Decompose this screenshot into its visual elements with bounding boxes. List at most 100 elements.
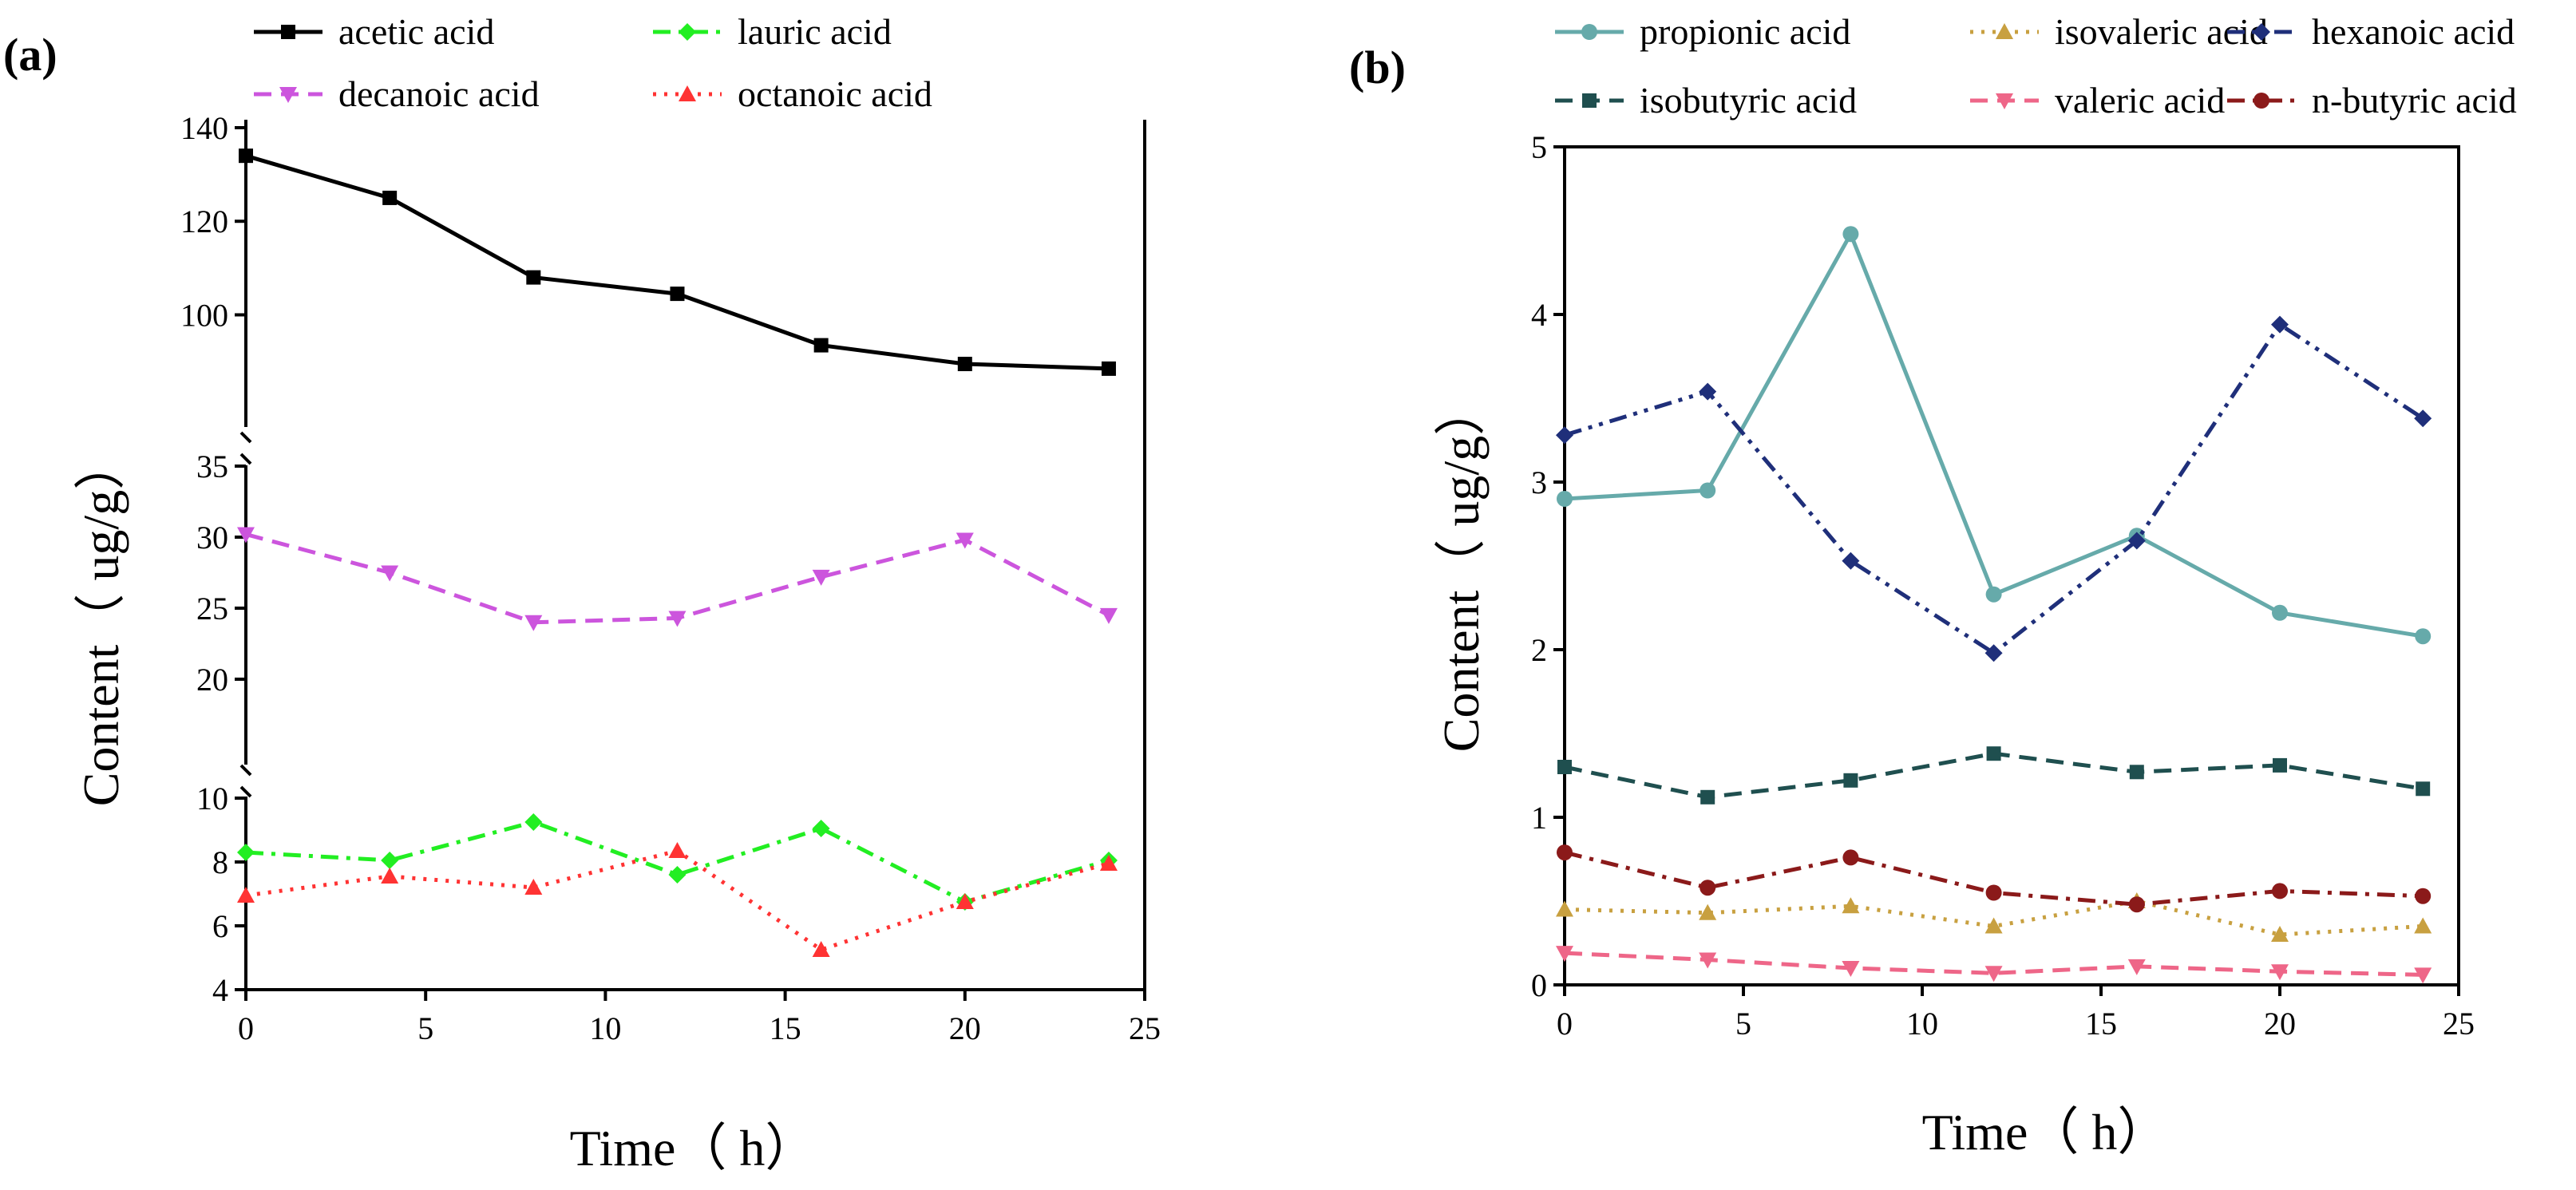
x-tick-label: 5 [417, 1010, 433, 1046]
plot-frame [1563, 145, 2460, 986]
y-tick-label: 35 [196, 449, 228, 484]
y-tick-label: 5 [1531, 129, 1547, 165]
point-n-butyric-acid-3 [1985, 884, 2002, 901]
point-n-butyric-acid-2 [1842, 849, 1859, 866]
y-tick-label: 3 [1531, 465, 1547, 500]
point-hexanoic-acid-3 [1984, 644, 2003, 662]
point-isobutyric-acid-1 [1700, 789, 1715, 805]
point-isobutyric-acid-5 [2273, 757, 2287, 773]
point-decanoic-acid-3 [668, 611, 687, 627]
point-n-butyric-acid-6 [2415, 888, 2432, 904]
point-isovaleric-acid-2 [1842, 897, 1860, 914]
series-line-lauric-acid [245, 820, 1110, 904]
y-tick-label: 6 [212, 908, 228, 944]
point-valeric-acid-1 [1699, 952, 1717, 969]
point-acetic-acid-4 [813, 338, 829, 353]
panel-b-label: (b) [1349, 42, 1406, 93]
panel-a-ylabel: Content（ ug/g） [73, 439, 129, 806]
series-line-hexanoic-acid [1564, 322, 2424, 656]
y-tick-label: 10 [196, 781, 228, 816]
legend-marker-acetic-acid [281, 25, 295, 39]
point-lauric-acid-1 [381, 852, 399, 869]
panel-b: (b) Content（ ug/g） Time（ h） 0 1 2 3 4 5 0 5 10 15… [1349, 11, 2517, 1160]
panel-b-xlabel: Time（ h） [1922, 1104, 2169, 1160]
point-acetic-acid-5 [957, 357, 972, 372]
point-acetic-acid-0 [239, 148, 253, 164]
y-tick-label: 8 [212, 844, 228, 880]
x-tick-label: 25 [2443, 1006, 2475, 1042]
x-tick-label: 0 [238, 1010, 254, 1046]
legend-label-lauric-acid: lauric acid [738, 11, 892, 52]
x-tick-label: 25 [1129, 1010, 1161, 1046]
point-lauric-acid-2 [524, 813, 543, 831]
panel-b-ylabel: Content（ ug/g） [1433, 385, 1490, 752]
point-acetic-acid-3 [670, 287, 685, 302]
point-octanoic-acid-0 [237, 887, 255, 903]
point-propionic-acid-5 [2272, 604, 2288, 621]
point-propionic-acid-6 [2415, 628, 2432, 645]
y-tick-label: 4 [212, 972, 228, 1008]
point-propionic-acid-0 [1557, 491, 1573, 507]
point-octanoic-acid-4 [812, 941, 830, 957]
legend-marker-isovaleric-acid [1996, 23, 2013, 39]
point-valeric-acid-5 [2271, 964, 2289, 981]
point-octanoic-acid-5 [956, 893, 974, 909]
legend-marker-valeric-acid [1996, 93, 2013, 109]
point-isobutyric-acid-4 [2129, 765, 2144, 780]
point-isovaleric-acid-3 [1984, 917, 2003, 934]
point-decanoic-acid-0 [237, 527, 255, 544]
axis-break-1 [239, 764, 252, 798]
point-valeric-acid-0 [1556, 946, 1573, 963]
point-isovaleric-acid-5 [2271, 926, 2289, 942]
point-valeric-acid-6 [2414, 967, 2432, 984]
point-octanoic-acid-3 [668, 842, 687, 858]
legend-label-decanoic-acid: decanoic acid [338, 73, 540, 114]
x-tick-label: 5 [1735, 1006, 1751, 1042]
x-tick-label: 20 [2264, 1006, 2296, 1042]
y-tick-label: 25 [196, 591, 228, 627]
point-isobutyric-acid-0 [1557, 760, 1572, 774]
point-acetic-acid-6 [1101, 361, 1116, 376]
y-tick-label: 100 [180, 297, 228, 333]
point-hexanoic-acid-2 [1842, 552, 1860, 570]
point-hexanoic-acid-6 [2414, 409, 2432, 428]
point-n-butyric-acid-0 [1557, 844, 1573, 861]
legend-label-isobutyric-acid: isobutyric acid [1640, 80, 1857, 121]
legend-label-n-butyric-acid: n-butyric acid [2312, 80, 2517, 121]
point-decanoic-acid-2 [524, 615, 543, 631]
series-line-acetic-acid [245, 153, 1110, 371]
point-acetic-acid-2 [526, 270, 541, 285]
point-lauric-acid-4 [812, 820, 830, 837]
point-isobutyric-acid-6 [2416, 781, 2431, 797]
point-decanoic-acid-6 [1099, 607, 1118, 624]
legend-marker-hexanoic-acid [2253, 23, 2270, 41]
y-tick-label: 140 [180, 110, 228, 146]
point-n-butyric-acid-4 [2128, 896, 2145, 913]
legend-marker-isobutyric-acid [1582, 93, 1597, 108]
y-tick-label: 2 [1531, 632, 1547, 668]
legend-marker-lauric-acid [679, 23, 696, 41]
axis-break-0 [239, 431, 252, 465]
x-tick-label: 15 [2085, 1006, 2117, 1042]
point-propionic-acid-2 [1842, 226, 1859, 243]
y-tick-label: 30 [196, 520, 228, 555]
point-hexanoic-acid-5 [2271, 315, 2289, 334]
point-decanoic-acid-5 [956, 532, 974, 549]
point-propionic-acid-1 [1700, 482, 1716, 499]
point-isovaleric-acid-6 [2414, 917, 2432, 934]
point-hexanoic-acid-4 [2127, 532, 2146, 550]
y-tick-label: 20 [196, 662, 228, 698]
series-line-propionic-acid [1564, 229, 2424, 638]
legend-marker-octanoic-acid [679, 85, 696, 101]
point-lauric-acid-3 [668, 866, 687, 884]
legend-marker-n-butyric-acid [2254, 93, 2269, 109]
y-tick-label: 0 [1531, 967, 1547, 1003]
y-tick-label: 120 [180, 204, 228, 239]
point-octanoic-acid-1 [381, 868, 399, 884]
point-decanoic-acid-4 [812, 569, 830, 586]
x-tick-label: 0 [1557, 1006, 1573, 1042]
panel-a: (a) Content（ ug/g） Time（ h） 100120140202… [3, 11, 1161, 1176]
x-tick-label: 20 [949, 1010, 981, 1046]
series-line-decanoic-acid [245, 532, 1110, 625]
